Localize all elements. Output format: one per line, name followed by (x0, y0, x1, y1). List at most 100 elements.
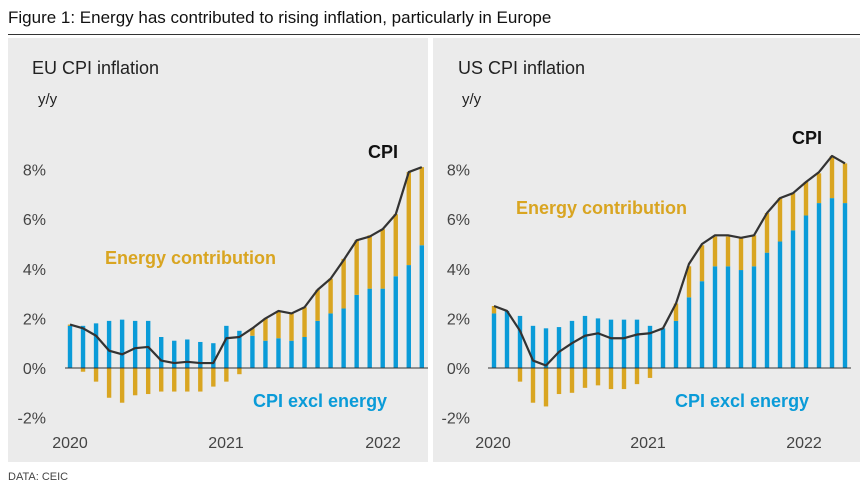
us-cpi-line (493, 154, 846, 367)
us-bar-excl-energy (699, 281, 705, 368)
us-bar-excl-energy (686, 297, 692, 368)
eu-bar-excl-energy (93, 323, 99, 368)
eu-bar-excl-energy (224, 325, 229, 368)
us-x-tick-label: 2021 (630, 435, 666, 452)
us-bar-excl-energy (829, 198, 835, 368)
us-bar-energy (803, 182, 809, 216)
eu-x-tick-label: 2022 (365, 435, 401, 452)
eu-x-tick-label: 2020 (52, 435, 88, 452)
us-y-tick-label: 6% (447, 212, 470, 229)
us-panel (433, 38, 860, 462)
eu-bar-excl-energy (159, 337, 164, 368)
us-y-tick-label: 4% (447, 262, 470, 279)
eu-energy-label: Energy contribution (105, 248, 276, 268)
us-bar-energy (738, 237, 744, 271)
us-bar-energy (751, 235, 757, 267)
us-bar-energy (530, 368, 536, 403)
eu-bar-excl-energy (341, 308, 346, 368)
eu-bar-excl-energy (328, 313, 333, 368)
us-bar-excl-energy (608, 319, 614, 368)
eu-chart-title: EU CPI inflation (32, 58, 160, 78)
us-y-tick-label: 2% (447, 311, 470, 328)
eu-cpi-label: CPI (368, 142, 398, 162)
eu-bar-excl-energy (354, 294, 359, 368)
us-bar-excl-energy (556, 327, 562, 368)
eu-x-tick-label: 2021 (208, 435, 244, 452)
eu-bar-excl-energy (393, 276, 398, 368)
eu-bar-excl-energy (276, 338, 281, 368)
us-bar-excl-energy (543, 328, 549, 368)
eu-excl-energy-label: CPI excl energy (253, 391, 387, 411)
us-bar-energy (842, 163, 848, 204)
eu-bar-excl-energy (302, 337, 307, 368)
eu-bar-excl-energy (237, 330, 242, 368)
us-energy-label: Energy contribution (516, 198, 687, 218)
eu-bar-energy (367, 235, 372, 289)
us-bar-excl-energy (491, 313, 497, 368)
us-y-tick-label: 8% (447, 163, 470, 180)
us-bar-excl-energy (803, 215, 809, 368)
eu-bar-energy (341, 258, 346, 309)
eu-bar-excl-energy (419, 245, 425, 368)
us-bar-energy (569, 368, 575, 393)
us-bar-energy (686, 266, 692, 298)
eu-bar-energy (237, 368, 242, 375)
us-bar-excl-energy (621, 319, 627, 368)
us-x-tick-label: 2020 (475, 435, 511, 452)
us-bar-energy (764, 213, 770, 253)
eu-bar-energy (328, 278, 333, 314)
eu-bar-excl-energy (185, 339, 190, 368)
us-bar-excl-energy (751, 266, 757, 368)
eu-bar-energy (185, 368, 190, 392)
eu-bar-energy (406, 172, 411, 266)
us-bar-energy (517, 368, 523, 382)
eu-bar-energy (380, 229, 385, 289)
us-bar-excl-energy (517, 315, 523, 368)
eu-bar-energy (106, 368, 112, 398)
us-bar-excl-energy (647, 325, 653, 368)
data-source: DATA: CEIC (8, 471, 69, 483)
us-y-unit: y/y (462, 91, 482, 108)
us-bar-energy (491, 306, 497, 314)
us-y-tick-label: -2% (442, 411, 470, 428)
us-bar-excl-energy (777, 241, 783, 368)
eu-bar-energy (145, 368, 151, 395)
title-rule (8, 34, 860, 35)
eu-bar-energy (419, 167, 425, 246)
us-bar-excl-energy (530, 325, 536, 368)
figure-title: Figure 1: Energy has contributed to risi… (8, 8, 552, 27)
us-bar-energy (608, 368, 614, 390)
us-bar-excl-energy (595, 318, 601, 368)
us-bar-excl-energy (842, 203, 848, 368)
eu-y-tick-label: 6% (23, 212, 46, 229)
eu-bar-energy (276, 310, 281, 339)
us-bar-energy (725, 236, 731, 267)
us-bar-energy (816, 173, 822, 204)
eu-y-tick-label: -2% (18, 411, 46, 428)
us-bar-energy (634, 368, 640, 385)
us-bar-excl-energy (725, 266, 731, 368)
us-bar-energy (829, 155, 835, 199)
us-cpi-label: CPI (792, 128, 822, 148)
us-bar-energy (621, 368, 627, 390)
eu-bar-excl-energy (172, 340, 177, 368)
eu-bar-energy (93, 368, 99, 382)
us-bar-excl-energy (673, 320, 679, 368)
us-bar-energy (777, 198, 783, 242)
eu-bar-energy (354, 240, 359, 295)
eu-bar-energy (315, 289, 320, 321)
eu-bar-energy (172, 368, 177, 392)
us-bar-excl-energy (712, 266, 718, 368)
us-bar-energy (556, 368, 562, 395)
us-bar-excl-energy (738, 270, 744, 368)
eu-bar-excl-energy (132, 320, 138, 368)
eu-bar-excl-energy (406, 265, 411, 368)
eu-bar-excl-energy (145, 320, 151, 368)
eu-bar-excl-energy (80, 325, 86, 368)
us-bar-energy (673, 303, 679, 321)
eu-bar-energy (263, 318, 268, 341)
us-bar-energy (712, 236, 718, 267)
us-bar-excl-energy (582, 315, 588, 368)
us-bar-energy (699, 245, 705, 282)
us-bar-excl-energy (790, 230, 796, 368)
